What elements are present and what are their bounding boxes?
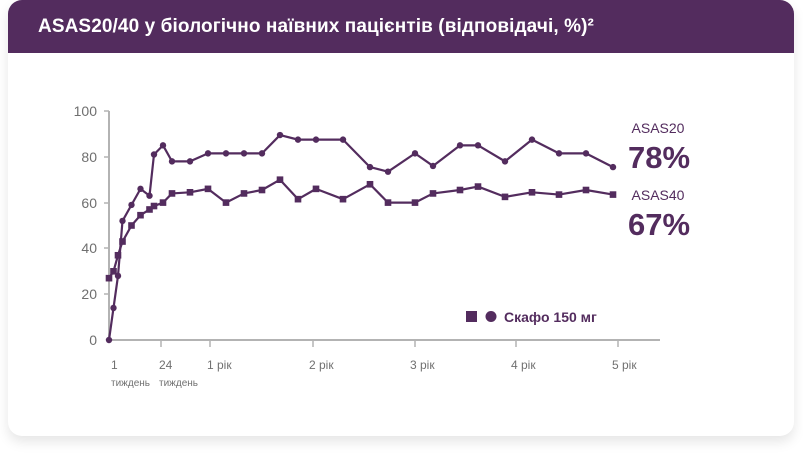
circle-marker-icon [485,311,497,322]
asas20-data-point [312,136,320,143]
asas20-data-point [555,150,563,157]
x-tick-year3: 3 рік [410,358,435,372]
asas20-data-point [609,163,617,171]
y-tick-80: 80 [81,149,97,165]
asas20-data-point [240,150,248,157]
asas40-data-point [137,211,144,219]
asas40-data-point [456,186,464,194]
x-tick-week24: 24 [159,358,173,372]
asas40-data-point [609,191,617,198]
asas40-value: 67% [628,207,690,242]
asas40-data-point [146,206,153,213]
asas20-data-point [339,136,347,143]
asas20-data-point [146,192,153,199]
asas40-data-point [276,176,284,183]
y-tick-100: 100 [74,103,98,119]
y-tick-40: 40 [81,240,97,256]
x-ticks: 1 24 1 рік 2 рік 3 рік 4 рік 5 рік тижде… [111,341,637,389]
asas20-data-point [258,150,266,157]
asas20-data-point [294,136,302,143]
y-tick-20: 20 [81,286,97,302]
y-tick-0: 0 [89,332,97,348]
asas40-data-point [312,185,320,193]
chart-card: ASAS20/40 у біологічно наївних пацієнтів… [8,0,794,436]
asas40-data-point [294,195,302,203]
asas20-data-point [186,158,194,165]
asas20-data-point [128,201,135,209]
chart-header: ASAS20/40 у біологічно наївних пацієнтів… [8,0,794,53]
asas40-data-point [528,188,536,196]
y-tick-60: 60 [81,195,97,211]
asas40-data-point [582,186,590,194]
asas20-data-point [474,142,482,149]
asas20-data-point [168,158,176,165]
asas20-value: 78% [628,140,690,175]
asas20-data-point [429,162,437,170]
asas40-data-point [366,180,374,188]
asas40-data-point [168,190,176,197]
asas40-data-point [114,251,122,259]
asas20-data-point [150,151,158,158]
asas20-data-point [582,150,590,157]
asas40-data-point [258,186,266,194]
asas20-data-point [456,142,464,149]
asas40-data-point [474,183,482,190]
asas20-data-point [110,304,117,312]
asas40-data-point [159,199,167,206]
asas40-data-point [150,202,158,210]
x-subtick-week1: тиждень [111,378,150,389]
x-subtick-week24: тиждень [159,378,198,389]
asas40-label: ASAS40 [632,187,685,203]
asas40-data-point [119,238,126,245]
asas40-data-point [501,193,509,201]
asas20-data-point [276,131,284,139]
line-chart: 100 80 60 40 20 0 1 24 1 рік 2 рік 3 рік… [74,103,690,389]
asas20-data-point [119,217,126,225]
asas40-data-point [204,185,212,193]
asas20-data-point [528,136,536,143]
x-tick-year4: 4 рік [511,358,536,372]
asas20-data-point [222,150,230,157]
asas40-data-point [384,199,392,206]
series-asas40 [105,176,617,282]
asas40-data-point [429,190,437,197]
asas40-data-point [411,199,419,206]
series-asas20 [105,131,617,344]
asas40-data-point [105,274,113,282]
asas20-data-point [105,336,113,344]
asas40-data-point [240,190,248,197]
asas40-data-point [186,188,194,196]
asas20-data-point [411,150,419,157]
asas20-data-point [159,142,167,149]
asas20-data-point [501,158,509,165]
asas20-label: ASAS20 [632,120,685,136]
x-tick-week1: 1 [111,358,118,372]
asas40-data-point [339,195,347,203]
legend: Скафо 150 мг [466,309,597,325]
asas20-data-point [204,150,212,157]
square-marker-icon [466,311,477,322]
legend-label: Скафо 150 мг [504,309,597,325]
x-tick-year5: 5 рік [612,358,637,372]
x-tick-year1: 1 рік [207,358,232,372]
y-ticks: 100 80 60 40 20 0 [74,103,109,348]
asas20-data-point [366,163,374,171]
asas40-data-point [555,191,563,198]
x-tick-year2: 2 рік [309,358,334,372]
asas20-data-point [137,185,144,193]
asas20-data-point [384,168,392,175]
asas40-data-point [222,199,230,206]
asas40-data-point [110,268,117,275]
asas40-data-point [128,222,135,229]
chart-title: ASAS20/40 у біологічно наївних пацієнтів… [38,15,594,37]
